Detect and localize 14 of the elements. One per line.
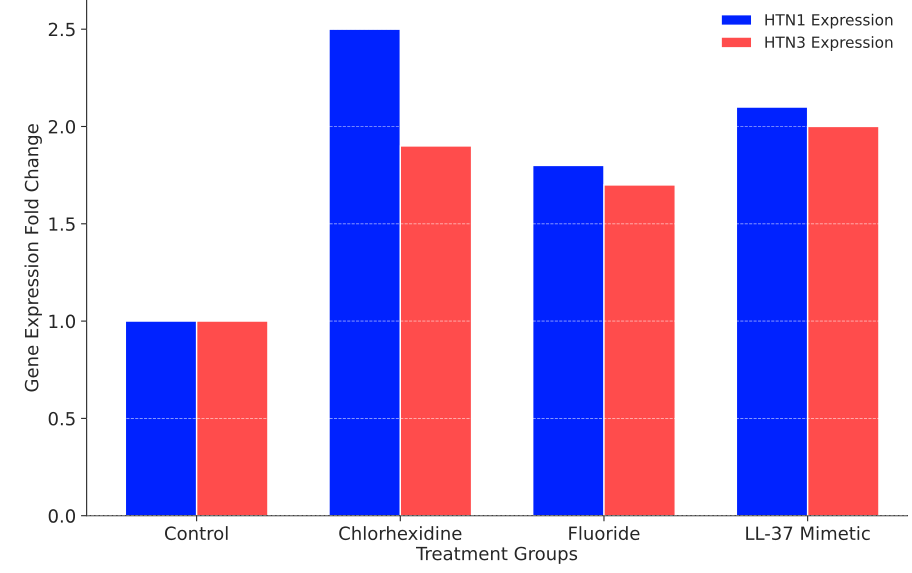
y-tick-label: 2.0 [48,120,76,134]
y-tick-label: 0.5 [48,412,75,426]
x-axis-title: Treatment Groups [416,546,578,564]
legend-label: HTN1 Expression [765,14,892,29]
x-tick-label: Fluoride [569,526,640,540]
y-tick-label: 0.0 [48,509,76,523]
y-axis-title: Gene Expression Fold Change [24,124,42,392]
x-tick-label: Control [165,526,228,540]
y-tick-label: 2.5 [48,22,75,36]
x-tick-label: Chlorhexidine [339,526,462,540]
x-tick-label: LL-37 Mimetic [746,526,870,540]
legend-label: HTN3 Expression [765,36,892,51]
y-tick-label: 1.5 [49,217,75,231]
y-tick-label: 1.0 [49,314,76,328]
